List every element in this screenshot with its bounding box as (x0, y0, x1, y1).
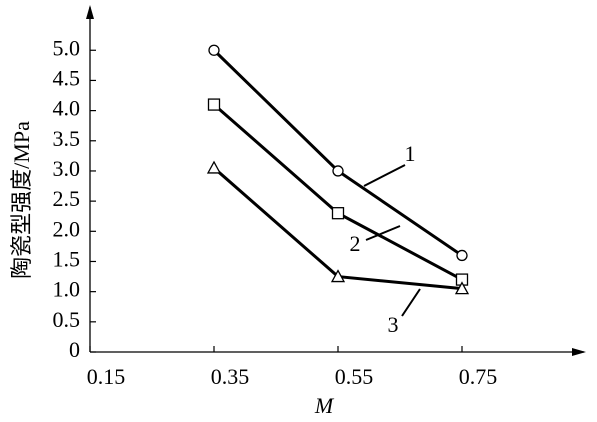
marker (207, 98, 221, 111)
x-tick-label: 0.35 (211, 364, 250, 389)
y-axis-label: 陶瓷型强度/MPa (9, 121, 34, 279)
series-label: 2 (350, 231, 361, 256)
marker (456, 249, 468, 262)
series-line (212, 49, 463, 257)
x-tick-label: 0.55 (335, 364, 374, 389)
y-tick-label: 3.0 (53, 156, 81, 181)
marker (331, 207, 345, 220)
y-tick-label: 1.0 (53, 277, 81, 302)
y-tick-label: 4.5 (53, 65, 81, 90)
label-leader (363, 164, 406, 187)
marker (330, 269, 346, 283)
y-tick-label: 3.5 (53, 126, 81, 151)
marker (208, 44, 220, 56)
y-tick-label: 5.0 (53, 35, 81, 60)
y-tick-label: 0.5 (53, 307, 81, 332)
y-tick-label: 0 (69, 337, 80, 362)
marker (206, 160, 222, 174)
y-tick-label: 4.0 (53, 96, 81, 121)
marker (332, 165, 344, 177)
series-label: 1 (405, 141, 416, 166)
x-axis-label: M (314, 393, 335, 418)
label-leader (401, 288, 421, 317)
marker (454, 281, 470, 295)
x-tick-label: 0.75 (459, 364, 498, 389)
y-tick-label: 2.0 (53, 216, 81, 241)
x-axis-arrow (572, 348, 586, 356)
series-line (213, 103, 463, 281)
y-tick-label: 2.5 (53, 186, 81, 211)
series-label: 3 (388, 312, 399, 337)
y-axis-arrow (86, 5, 94, 19)
x-tick-label: 0.15 (87, 364, 126, 389)
label-leader (365, 225, 401, 241)
y-tick-label: 1.5 (53, 247, 81, 272)
